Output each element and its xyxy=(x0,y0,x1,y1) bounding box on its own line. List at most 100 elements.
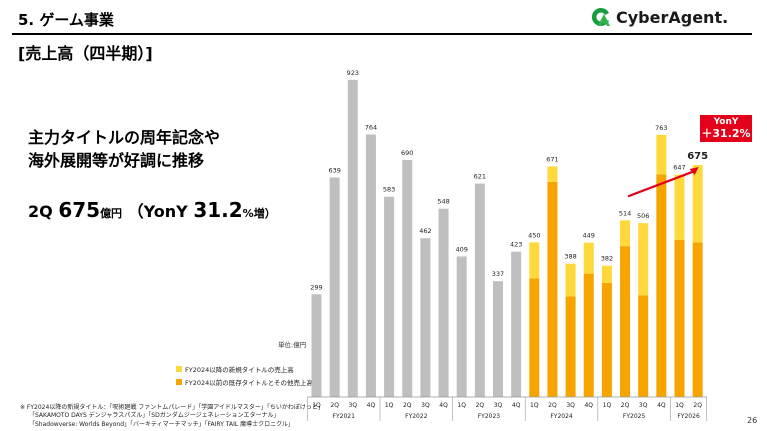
bar-existing-15 xyxy=(583,273,594,397)
cyberagent-mark-icon xyxy=(591,7,610,26)
bar-existing-17 xyxy=(620,246,631,397)
bar-0 xyxy=(311,294,322,397)
quarter-tick-6: 3Q xyxy=(421,402,430,409)
fy-label-4: FY2025 xyxy=(623,413,646,420)
yony-badge-label: YonY xyxy=(713,117,739,127)
bar-10 xyxy=(493,281,503,397)
quarter-tick-15: 4Q xyxy=(584,402,593,409)
bar-new-14 xyxy=(565,263,576,297)
fy-label-2: FY2023 xyxy=(478,413,501,420)
section-number: 5. xyxy=(18,11,35,29)
footnote-line-3: 「Shadowverse: Worlds Beyond」「バーキティマーチマッチ… xyxy=(29,420,294,428)
data-label-2: 923 xyxy=(347,69,359,77)
section-title: 5. ゲーム事業 xyxy=(18,9,114,30)
quarter-tick-7: 4Q xyxy=(439,402,448,409)
title-rule xyxy=(12,33,752,35)
quarter-tick-19: 4Q xyxy=(657,402,666,409)
legend-swatch-new xyxy=(176,366,182,372)
legend-item-new: FY2024以降の新規タイトルの売上高 xyxy=(176,364,313,374)
data-label-14: 388 xyxy=(564,253,576,261)
quarter-tick-5: 2Q xyxy=(403,402,412,409)
bar-3 xyxy=(365,134,376,397)
footnote: ※ FY2024以降の新規タイトル：「呪術廻戦 ファントムパレード」「学園アイド… xyxy=(20,404,324,429)
bar-existing-20 xyxy=(674,239,685,397)
bar-new-16 xyxy=(601,265,612,283)
quarter-tick-16: 1Q xyxy=(603,402,612,409)
data-label-20: 647 xyxy=(673,164,685,172)
bar-new-15 xyxy=(583,242,594,274)
section-name: ゲーム事業 xyxy=(39,11,114,29)
quarter-tick-14: 3Q xyxy=(566,402,575,409)
bar-6 xyxy=(420,238,431,397)
data-label-16: 382 xyxy=(601,255,613,263)
bar-existing-19 xyxy=(656,174,667,397)
footnote-line-2: 「SAKAMOTO DAYS デンジャラスパズル」「SDガンダムジージェネレーシ… xyxy=(29,412,280,420)
quarter-tick-8: 1Q xyxy=(457,402,466,409)
bar-11 xyxy=(511,251,522,397)
bar-4 xyxy=(384,196,395,397)
quarter-tick-13: 2Q xyxy=(548,402,557,409)
data-label-17: 514 xyxy=(619,209,631,217)
unit-label: 単位:億円 xyxy=(278,341,307,349)
data-label-13: 671 xyxy=(546,155,558,163)
headline: 主力タイトルの周年記念や 海外展開等が好調に推移 xyxy=(28,126,220,172)
bar-new-12 xyxy=(529,242,540,279)
headline-line-2: 海外展開等が好調に推移 xyxy=(28,151,205,170)
bar-existing-16 xyxy=(601,282,612,397)
yony-arrow-head-icon xyxy=(689,167,699,176)
quarter-tick-11: 4Q xyxy=(512,402,521,409)
quarter-tick-4: 1Q xyxy=(385,402,394,409)
footnote-line-1: ※ FY2024以降の新規タイトル：「呪術廻戦 ファントムパレード」「学園アイド… xyxy=(20,404,324,411)
chart-legend: FY2024以降の新規タイトルの売上高 FY2024以前の既存タイトルとその他売… xyxy=(176,364,313,390)
bar-existing-18 xyxy=(638,295,649,397)
bar-new-21 xyxy=(692,165,703,243)
quarter-tick-21: 2Q xyxy=(693,402,702,409)
bar-2 xyxy=(347,79,358,397)
bar-existing-13 xyxy=(547,181,558,397)
yony-badge-value: ＋31.2% xyxy=(701,127,751,140)
yony-arrow-line xyxy=(627,170,696,198)
quarter-tick-1: 2Q xyxy=(330,402,339,409)
headline-line-1: 主力タイトルの周年記念や xyxy=(28,128,221,147)
data-label-1: 639 xyxy=(328,166,340,174)
quarter-tick-10: 3Q xyxy=(494,402,503,409)
legend-item-existing: FY2024以前の既存タイトルとその他売上高 xyxy=(176,377,313,387)
kpi-value: 675 xyxy=(58,198,101,222)
quarter-tick-9: 2Q xyxy=(476,402,485,409)
slide-heading: [売上高（四半期）] xyxy=(18,44,153,63)
data-label-18: 506 xyxy=(637,212,649,220)
data-label-12: 450 xyxy=(528,231,540,239)
quarter-tick-3: 4Q xyxy=(367,402,376,409)
quarter-tick-20: 1Q xyxy=(675,402,684,409)
legend-swatch-existing xyxy=(176,379,182,385)
kpi-quarter: 2Q xyxy=(28,202,53,221)
bar-new-20 xyxy=(674,174,685,240)
bar-8 xyxy=(456,256,467,397)
quarter-tick-2: 3Q xyxy=(349,402,358,409)
bar-existing-21 xyxy=(692,242,703,397)
fy-label-3: FY2024 xyxy=(550,413,573,420)
fy-label-1: FY2022 xyxy=(405,413,428,420)
data-label-19: 763 xyxy=(655,124,667,132)
bar-new-13 xyxy=(547,166,558,182)
bar-5 xyxy=(402,159,413,397)
data-label-6: 462 xyxy=(419,227,431,235)
data-label-11: 423 xyxy=(510,241,522,249)
cyberagent-logo: CyberAgent. xyxy=(590,6,728,28)
data-label-9: 621 xyxy=(474,173,486,181)
kpi-yony-value: 31.2 xyxy=(193,198,243,222)
data-label-4: 583 xyxy=(383,186,395,194)
bar-new-18 xyxy=(638,223,649,296)
data-label-15: 449 xyxy=(583,232,595,240)
legend-label-existing: FY2024以前の既存タイトルとその他売上高 xyxy=(185,379,314,387)
data-label-10: 337 xyxy=(492,270,504,278)
data-label-21: 675 xyxy=(687,151,708,162)
fy-label-5: FY2026 xyxy=(677,413,700,420)
quarter-tick-12: 1Q xyxy=(530,402,539,409)
kpi-unit: 億円 xyxy=(100,207,123,220)
logo-text: CyberAgent. xyxy=(616,7,729,27)
yony-badge: YonY ＋31.2% xyxy=(700,115,752,142)
kpi-yony-close: %増） xyxy=(242,207,276,220)
data-label-8: 409 xyxy=(455,245,467,253)
